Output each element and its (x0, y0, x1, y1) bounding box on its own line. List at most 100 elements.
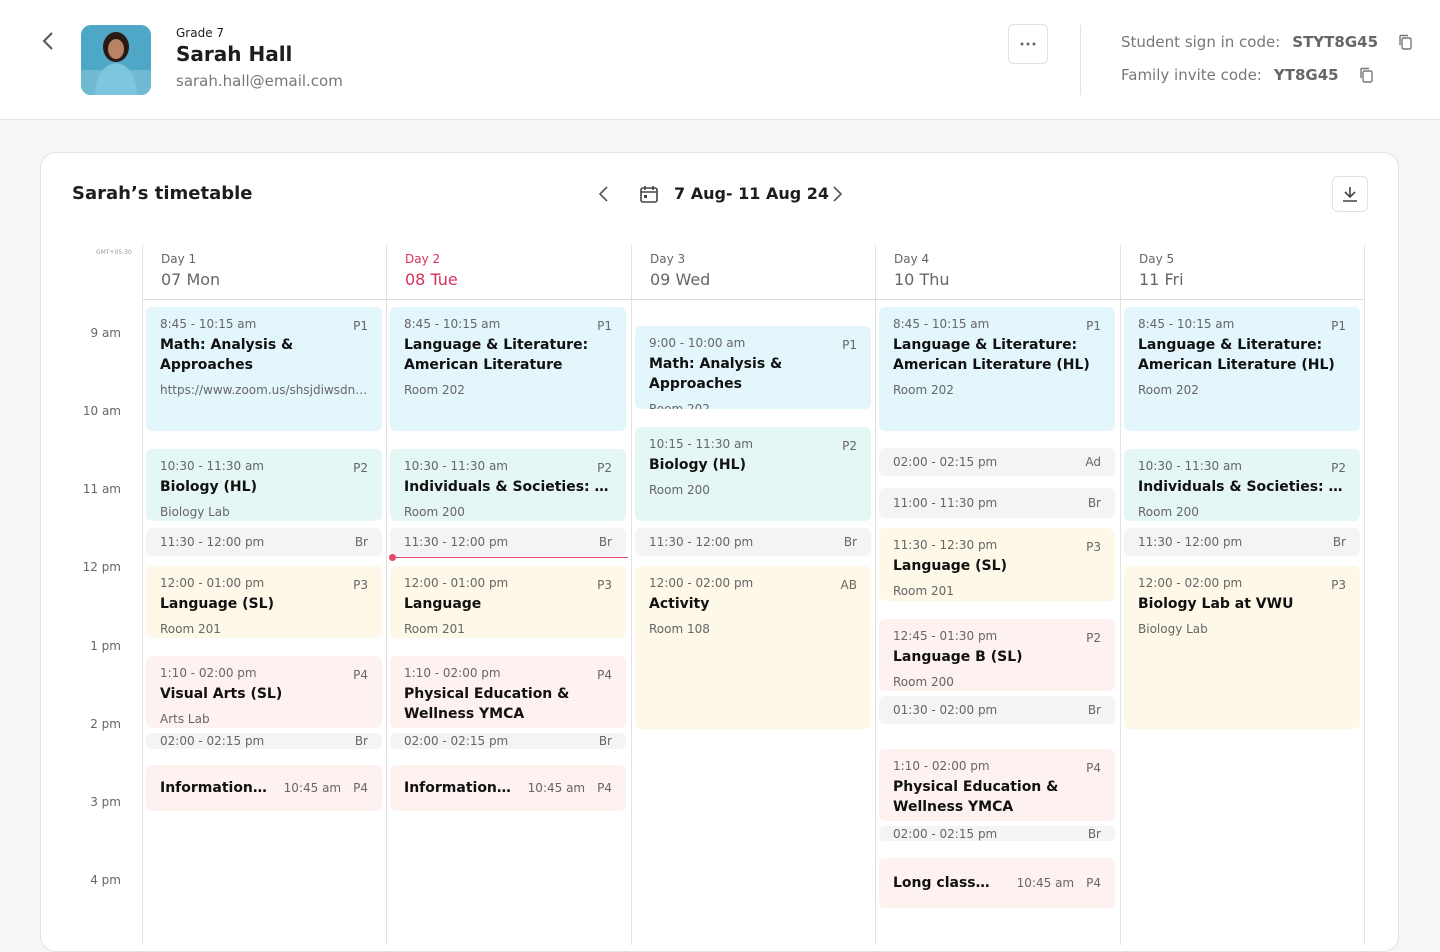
event-block[interactable]: 12:00 - 02:00 pm AB Activity Room 108 (635, 566, 871, 729)
back-button[interactable] (38, 30, 58, 52)
event-row: Information Desig… 10:45 am P4 (146, 765, 382, 811)
event-title: Math: Analysis & Approaches (649, 356, 783, 392)
event-time: 10:45 am (283, 781, 342, 795)
event-block[interactable]: 10:30 - 11:30 am P2 Individuals & Societie… (390, 449, 626, 521)
event-time: 12:45 - 01:30 pm (893, 629, 998, 643)
event-title: Biology (HL) (649, 457, 746, 473)
event-block[interactable]: 8:45 - 10:15 am P1 Math: Analysis & Approa… (146, 307, 382, 431)
event-block[interactable]: 9:00 - 10:00 am P1 Math: Analysis & Approa… (635, 326, 871, 409)
event-block[interactable]: 10:15 - 11:30 am P2 Biology (HL) Room 200 (635, 427, 871, 521)
event-block[interactable]: 11:30 - 12:00 pm Br (1124, 528, 1360, 556)
copy-button[interactable] (1359, 67, 1373, 83)
event-title: Visual Arts (SL) (160, 686, 283, 702)
event-row: 11:30 - 12:00 pm Br (635, 528, 871, 556)
event-block[interactable]: 1:10 - 02:00 pm P4 Physical Education & We… (879, 749, 1115, 821)
event-time: 02:00 - 02:15 pm (404, 734, 509, 748)
event-title: Activity (649, 596, 710, 612)
event-row: Long class… 10:45 am P4 (879, 858, 1115, 908)
hour-label: 4 pm (90, 873, 121, 887)
event-block[interactable]: 02:00 - 02:15 pm Br (879, 826, 1115, 841)
event-detail: https://www.zoom.us/shsjdiwsdnci -... (160, 383, 368, 397)
event-time: 11:30 - 12:30 pm (893, 538, 998, 552)
day-date: 10 Thu (894, 270, 950, 289)
event-block[interactable]: 11:30 - 12:30 pm P3 Language (SL) Room 201 (879, 528, 1115, 601)
event-time: 12:00 - 02:00 pm (649, 576, 754, 590)
event-time: 01:30 - 02:00 pm (893, 703, 998, 717)
hour-label: 9 am (90, 326, 122, 340)
event-detail: Room 201 (404, 622, 465, 636)
event-block[interactable]: 11:30 - 12:00 pm Br (635, 528, 871, 556)
event-period: Ad (1085, 455, 1101, 469)
event-period: Br (843, 535, 857, 549)
event-title: Language & Literature: American Literatu… (893, 337, 1090, 373)
event-title: Information Desig… (160, 780, 272, 796)
event-title: Language B (SL) (893, 649, 1023, 665)
column-line (1120, 245, 1121, 945)
student-name: Sarah Hall (176, 42, 293, 66)
column-line (142, 245, 143, 945)
event-period: P4 (353, 781, 368, 795)
event-block[interactable]: 12:00 - 01:00 pm P3 Language (SL) Room 201 (146, 566, 382, 638)
event-block[interactable]: 10:30 - 11:30 am P2 Individuals & Societie… (1124, 449, 1360, 521)
event-detail: Room 200 (893, 675, 954, 689)
event-block[interactable]: Long class… 10:45 am P4 (879, 858, 1115, 908)
event-period: AB (840, 578, 857, 592)
next-week[interactable] (830, 185, 844, 203)
body: Grade 7 Sarah Hall sarah.hall@email.com … (0, 24, 1440, 952)
invite-code: Student sign in code: STYT8G45 (1121, 33, 1412, 51)
event-period: P1 (1086, 319, 1101, 333)
event-block[interactable]: 8:45 - 10:15 am P1 Language & Literature: … (879, 307, 1115, 431)
event-detail: Room 202 (893, 383, 954, 397)
hour-label: 3 pm (90, 795, 121, 809)
event-block[interactable]: 10:30 - 11:30 am P2 Biology (HL) Biology La… (146, 449, 382, 521)
event-block[interactable]: 02:00 - 02:15 pm Br (146, 733, 382, 749)
event-block[interactable]: 12:00 - 02:00 pm P3 Biology Lab at VWU Biol… (1124, 566, 1360, 729)
code-label: Family invite code: (1121, 66, 1262, 84)
event-detail: Arts Lab (160, 712, 210, 726)
student-email: sarah.hall@email.com (176, 72, 343, 90)
event-time: 10:30 - 11:30 am (1138, 459, 1242, 473)
event-time: 02:00 - 02:15 pm (160, 734, 265, 748)
event-block[interactable]: 8:45 - 10:15 am P1 Language & Literature: … (390, 307, 626, 431)
download-button[interactable] (1332, 176, 1368, 212)
event-detail: Room 201 (160, 622, 221, 636)
event-block[interactable]: 01:30 - 02:00 pm Br (879, 696, 1115, 724)
event-block[interactable]: 02:00 - 02:15 pm Ad (879, 448, 1115, 476)
event-block[interactable]: Information Desig… 10:45 am P4 (146, 765, 382, 811)
event-block[interactable]: 1:10 - 02:00 pm P4 Visual Arts (SL) Arts La… (146, 656, 382, 728)
event-block[interactable]: 8:45 - 10:15 am P1 Language & Literature: … (1124, 307, 1360, 431)
more-button[interactable] (1008, 24, 1048, 64)
event-block[interactable]: 12:45 - 01:30 pm P2 Language B (SL) Room 20… (879, 619, 1115, 691)
event-block[interactable]: 12:00 - 01:00 pm P3 Language Room 201 (390, 566, 626, 638)
copy-button[interactable] (1398, 34, 1412, 50)
event-period: P1 (1331, 319, 1346, 333)
event-period: P2 (842, 439, 857, 453)
event-time: 8:45 - 10:15 am (404, 317, 501, 331)
event-block[interactable]: 02:00 - 02:15 pm Br (390, 733, 626, 749)
event-row: 02:00 - 02:15 pm Br (879, 826, 1115, 841)
day-label: Day 2 (405, 252, 441, 266)
event-period: P4 (1086, 876, 1101, 890)
timetable-card: Sarah’s timetable 7 Aug- 11 Aug 24 GMT+0… (40, 152, 1399, 952)
event-time: 1:10 - 02:00 pm (404, 666, 501, 680)
event-block[interactable]: 1:10 - 02:00 pm P4 Physical Education & We… (390, 656, 626, 728)
event-block[interactable]: Information Desig… 10:45 am P4 (390, 765, 626, 811)
now-line (392, 557, 628, 558)
day-label: Day 1 (161, 252, 197, 266)
event-period: P3 (1086, 540, 1101, 554)
event-period: P1 (353, 319, 368, 333)
divider (1080, 25, 1081, 95)
event-period: P3 (1331, 578, 1346, 592)
event-block[interactable]: 11:00 - 11:30 pm Br (879, 488, 1115, 518)
event-time: 11:30 - 12:00 pm (404, 535, 509, 549)
column-line (631, 245, 632, 945)
event-block[interactable]: 11:30 - 12:00 pm Br (146, 528, 382, 556)
prev-week[interactable] (597, 185, 611, 203)
event-row: 11:00 - 11:30 pm Br (879, 488, 1115, 518)
event-detail: Room 200 (1138, 505, 1199, 519)
event-block[interactable]: 11:30 - 12:00 pm Br (390, 528, 626, 556)
event-period: Br (354, 535, 368, 549)
event-period: P4 (353, 668, 368, 682)
event-period: P2 (1331, 461, 1346, 475)
event-title: Individuals & Societies: World… (404, 479, 612, 495)
